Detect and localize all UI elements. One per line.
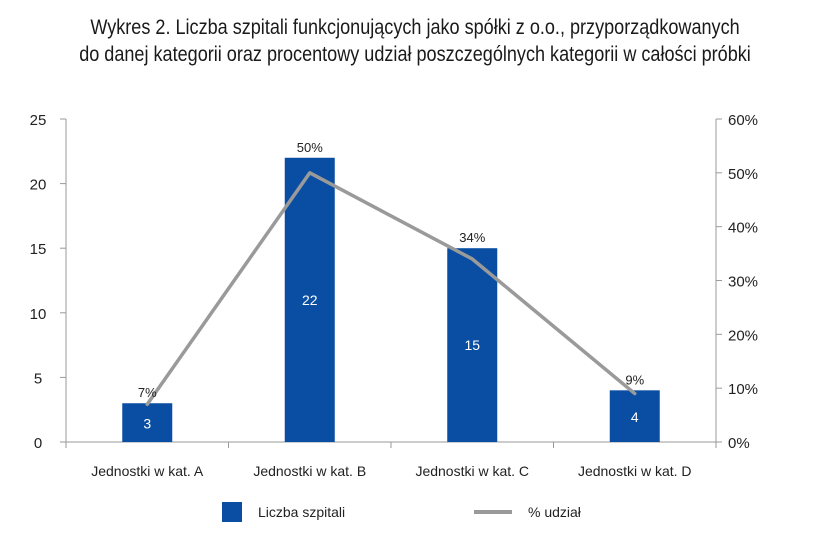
percent-data-label: 50% xyxy=(297,140,323,155)
y-left-tick-label: 10 xyxy=(30,306,47,323)
bar xyxy=(122,403,173,442)
y-left-tick-label: 20 xyxy=(30,177,47,194)
bar xyxy=(284,157,335,442)
y-left-tick-label: 0 xyxy=(34,435,42,452)
bar xyxy=(447,248,498,442)
legend-bar-swatch xyxy=(222,502,242,522)
x-category-label: Jednostki w kat. D xyxy=(578,463,692,479)
y-right-tick-label: 50% xyxy=(728,166,758,183)
bar xyxy=(609,390,660,442)
y-left-tick-label: 15 xyxy=(30,241,47,258)
y-right-tick-label: 40% xyxy=(728,220,758,237)
chart-title-line-2: do danej kategorii oraz procentowy udzia… xyxy=(79,43,751,66)
percent-data-label: 7% xyxy=(138,385,157,400)
bar-value-label: 3 xyxy=(143,416,151,432)
y-right-tick-label: 60% xyxy=(728,112,758,129)
chart-title: Wykres 2. Liczba szpitali funkcjonującyc… xyxy=(58,14,772,68)
legend-bar-label: Liczba szpitali xyxy=(258,504,345,520)
y-left-tick-label: 25 xyxy=(30,112,47,129)
x-category-label: Jednostki w kat. C xyxy=(415,463,529,479)
bar-value-label: 15 xyxy=(464,337,480,353)
x-category-label: Jednostki w kat. A xyxy=(91,463,204,479)
y-right-tick-label: 10% xyxy=(728,381,758,398)
y-right-tick-label: 30% xyxy=(728,274,758,291)
y-left-tick-label: 5 xyxy=(34,370,42,387)
chart-title-line-1: Wykres 2. Liczba szpitali funkcjonującyc… xyxy=(90,16,740,39)
percent-line xyxy=(145,171,637,407)
bar-value-label: 22 xyxy=(302,292,318,308)
percent-data-label: 34% xyxy=(459,230,485,245)
bar-value-label: 4 xyxy=(631,409,639,425)
percent-data-label: 9% xyxy=(625,372,644,387)
legend-line-label: % udział xyxy=(528,504,582,520)
y-right-tick-label: 20% xyxy=(728,327,758,344)
x-category-label: Jednostki w kat. B xyxy=(253,463,366,479)
y-right-tick-label: 0% xyxy=(728,435,750,452)
